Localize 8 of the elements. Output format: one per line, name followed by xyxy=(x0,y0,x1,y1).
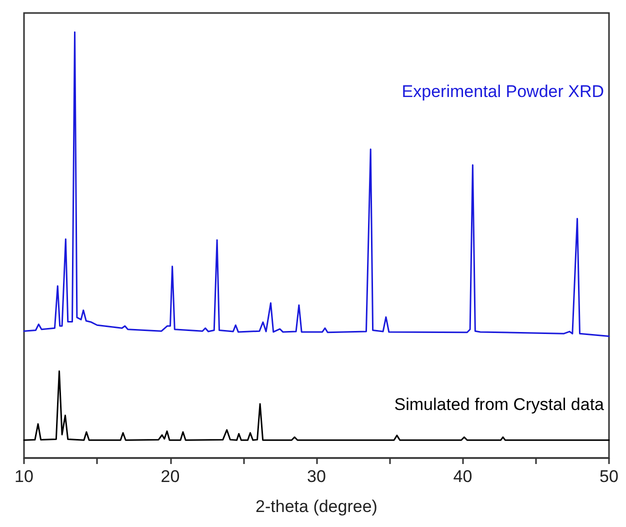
x-tick-label: 20 xyxy=(160,467,180,486)
series-label: Simulated from Crystal data xyxy=(394,395,605,414)
text: Experimental Powder XRD xyxy=(402,82,604,101)
x-tick-label: 30 xyxy=(307,467,326,486)
x-tick-label: 40 xyxy=(453,467,472,486)
x-axis-title: 2-theta (degree) xyxy=(256,497,378,516)
x-tick-label: 10 xyxy=(14,467,34,486)
x-tick-label: 50 xyxy=(600,467,618,486)
